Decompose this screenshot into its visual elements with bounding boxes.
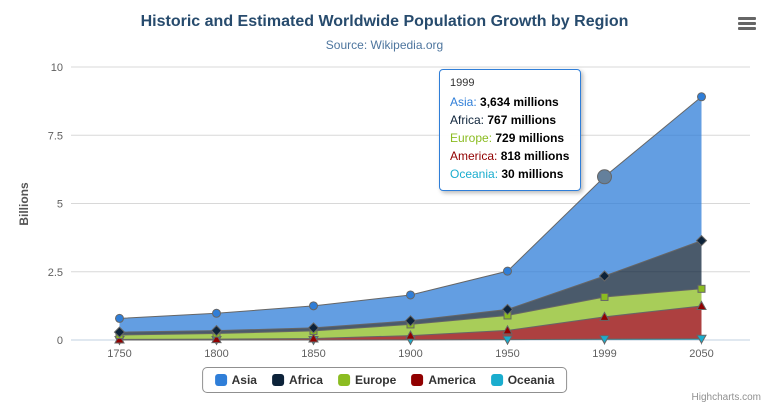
legend-item-asia[interactable]: Asia bbox=[214, 373, 257, 387]
hamburger-menu-icon bbox=[738, 17, 756, 30]
marker-africa-1999[interactable] bbox=[598, 270, 611, 282]
y-axis-label: 0 bbox=[57, 335, 63, 347]
marker-america-2050[interactable] bbox=[696, 300, 707, 310]
marker-africa-2050[interactable] bbox=[695, 234, 708, 247]
chart-title: Historic and Estimated Worldwide Populat… bbox=[140, 13, 629, 30]
marker-america-1999[interactable] bbox=[599, 311, 610, 321]
marker-africa-1900[interactable] bbox=[404, 315, 417, 327]
legend-label: Europe bbox=[354, 373, 397, 387]
legend-item-europe[interactable]: Europe bbox=[337, 373, 397, 387]
marker-africa-1950[interactable] bbox=[501, 303, 514, 316]
legend-item-america[interactable]: America bbox=[411, 373, 476, 387]
y-axis-title: Billions bbox=[17, 182, 31, 226]
legend-swatch-america bbox=[411, 374, 424, 386]
tooltip-series-value: 767 millions bbox=[487, 113, 557, 127]
tooltip-series-value: 818 millions bbox=[500, 149, 570, 163]
marker-europe-2050[interactable] bbox=[697, 284, 706, 293]
marker-america-1900[interactable] bbox=[405, 330, 416, 340]
marker-oceania-1950[interactable] bbox=[502, 335, 513, 346]
tooltip-series-name: Europe: bbox=[450, 131, 496, 145]
y-axis-label: 10 bbox=[51, 62, 63, 74]
export-menu-button[interactable] bbox=[736, 15, 758, 32]
marker-asia-1900[interactable] bbox=[406, 290, 415, 300]
tooltip-series-name: America: bbox=[450, 149, 501, 163]
legend-item-oceania[interactable]: Oceania bbox=[490, 373, 555, 387]
tooltip-row-america: America: 818 millions bbox=[450, 147, 570, 165]
tooltip-row-oceania: Oceania: 30 millions bbox=[450, 165, 570, 183]
tooltip-row-europe: Europe: 729 millions bbox=[450, 129, 570, 147]
menu-bar bbox=[738, 17, 756, 20]
marker-america-1850[interactable] bbox=[308, 332, 319, 343]
legend-label: America bbox=[428, 373, 476, 387]
legend-label: Oceania bbox=[507, 373, 555, 387]
marker-asia-1750[interactable] bbox=[115, 313, 124, 323]
hover-marker-asia[interactable] bbox=[597, 169, 612, 185]
menu-bar bbox=[738, 27, 756, 30]
area-africa[interactable] bbox=[119, 240, 702, 336]
marker-oceania-2050[interactable] bbox=[696, 334, 707, 345]
legend-label: Africa bbox=[288, 373, 323, 387]
marker-africa-1800[interactable] bbox=[210, 324, 223, 337]
chart-subtitle: Source: Wikipedia.org bbox=[325, 38, 444, 52]
marker-asia-1950[interactable] bbox=[503, 266, 512, 276]
tooltip-series-value: 30 millions bbox=[501, 167, 564, 181]
marker-asia-1800[interactable] bbox=[212, 308, 221, 318]
tooltip-row-africa: Africa: 767 millions bbox=[450, 111, 570, 129]
tooltip-rows: Asia: 3,634 millions Africa: 767 millions… bbox=[450, 93, 570, 183]
menu-bar bbox=[738, 22, 756, 25]
x-axis-label: 1900 bbox=[398, 348, 422, 360]
area-asia[interactable] bbox=[119, 96, 702, 333]
x-axis-label: 1999 bbox=[592, 348, 616, 360]
legend-swatch-asia bbox=[214, 374, 227, 386]
y-axis-label: 7.5 bbox=[48, 130, 63, 142]
marker-asia-1850[interactable] bbox=[309, 301, 318, 311]
marker-africa-1850[interactable] bbox=[307, 322, 320, 334]
marker-america-1950[interactable] bbox=[502, 324, 513, 335]
credits-link[interactable]: Highcharts.com bbox=[691, 392, 761, 403]
x-axis-label: 1850 bbox=[301, 348, 325, 360]
y-axis-label: 2.5 bbox=[48, 267, 63, 279]
area-america[interactable] bbox=[119, 305, 702, 340]
tooltip-series-name: Oceania: bbox=[450, 167, 502, 181]
marker-america-1800[interactable] bbox=[211, 333, 222, 344]
marker-oceania-1999[interactable] bbox=[599, 335, 610, 345]
legend-item-africa[interactable]: Africa bbox=[271, 373, 323, 387]
x-axis-label: 1800 bbox=[204, 348, 228, 360]
legend-swatch-europe bbox=[337, 374, 350, 386]
legend-label: Asia bbox=[231, 373, 257, 387]
legend-swatch-oceania bbox=[490, 374, 503, 386]
tooltip-series-name: Asia: bbox=[450, 95, 481, 109]
tooltip-series-name: Africa: bbox=[450, 113, 488, 127]
x-axis-label: 1750 bbox=[107, 348, 131, 360]
tooltip-header: 1999 bbox=[450, 77, 475, 89]
x-axis-label: 2050 bbox=[689, 348, 713, 360]
y-axis-label: 5 bbox=[57, 199, 63, 211]
tooltip-row-asia: Asia: 3,634 millions bbox=[450, 93, 570, 111]
marker-africa-1750[interactable] bbox=[113, 326, 126, 338]
marker-asia-2050[interactable] bbox=[697, 92, 706, 102]
tooltip: 1999 Asia: 3,634 millions Africa: 767 mil… bbox=[439, 69, 581, 191]
marker-europe-1999[interactable] bbox=[600, 292, 609, 301]
legend-swatch-africa bbox=[271, 374, 284, 386]
tooltip-series-value: 3,634 millions bbox=[480, 95, 559, 109]
x-axis-label: 1950 bbox=[495, 348, 519, 360]
tooltip-series-value: 729 millions bbox=[495, 131, 565, 145]
legend: Asia Africa Europe America Oceania bbox=[201, 367, 568, 393]
